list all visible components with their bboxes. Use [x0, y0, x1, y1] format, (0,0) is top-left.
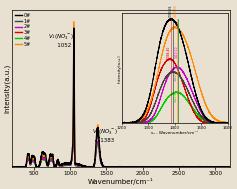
5# — [73, 21, 75, 23]
4# — [228, 166, 231, 168]
2# — [11, 166, 14, 168]
4# — [73, 82, 75, 85]
Text: $V_3(NO_3^-)$
   1383: $V_3(NO_3^-)$ 1383 — [92, 128, 118, 143]
4# — [172, 166, 175, 168]
0# — [184, 166, 187, 168]
5# — [140, 166, 142, 168]
2# — [11, 166, 14, 168]
0# — [140, 166, 142, 168]
2# — [22, 166, 24, 168]
2# — [228, 166, 231, 168]
1# — [22, 166, 24, 168]
Line: 3#: 3# — [12, 63, 230, 167]
3# — [90, 166, 92, 168]
Line: 1#: 1# — [12, 56, 230, 167]
4# — [184, 166, 187, 168]
Y-axis label: Intensity(a.u.): Intensity(a.u.) — [4, 64, 11, 113]
3# — [228, 166, 231, 168]
3# — [184, 166, 187, 168]
1# — [140, 166, 142, 168]
1# — [228, 166, 231, 168]
1# — [149, 166, 152, 168]
5# — [184, 166, 187, 168]
3# — [172, 166, 175, 168]
2# — [172, 166, 175, 168]
0# — [11, 166, 14, 168]
X-axis label: Wavenumber/cm⁻¹: Wavenumber/cm⁻¹ — [88, 178, 154, 185]
0# — [172, 166, 175, 168]
4# — [139, 166, 142, 168]
3# — [11, 166, 14, 168]
2# — [140, 166, 142, 168]
2# — [149, 166, 152, 168]
1# — [90, 166, 92, 168]
3# — [139, 166, 142, 168]
0# — [149, 166, 152, 168]
5# — [172, 166, 175, 168]
1# — [11, 166, 14, 168]
5# — [11, 166, 14, 168]
5# — [11, 166, 14, 168]
0# — [73, 27, 75, 29]
3# — [73, 62, 75, 64]
0# — [228, 166, 231, 168]
0# — [90, 166, 92, 168]
Legend: 0#, 1#, 2#, 3#, 4#, 5#: 0#, 1#, 2#, 3#, 4#, 5# — [14, 12, 32, 47]
0# — [11, 166, 14, 168]
Line: 0#: 0# — [12, 28, 230, 167]
1# — [11, 166, 14, 168]
4# — [90, 166, 92, 168]
5# — [228, 166, 231, 168]
4# — [22, 166, 24, 168]
2# — [184, 166, 187, 168]
4# — [149, 166, 152, 168]
4# — [11, 166, 14, 168]
Text: $V_1(NO_3^-)$
   1052: $V_1(NO_3^-)$ 1052 — [49, 33, 74, 48]
1# — [184, 166, 187, 168]
2# — [90, 166, 92, 168]
3# — [22, 166, 24, 168]
1# — [172, 166, 175, 168]
0# — [22, 166, 24, 168]
2# — [73, 72, 75, 74]
Line: 2#: 2# — [12, 73, 230, 167]
1# — [73, 55, 75, 57]
5# — [149, 166, 152, 168]
Line: 4#: 4# — [12, 84, 230, 167]
3# — [149, 166, 152, 168]
5# — [90, 166, 92, 168]
Line: 5#: 5# — [12, 22, 230, 167]
5# — [22, 166, 24, 168]
